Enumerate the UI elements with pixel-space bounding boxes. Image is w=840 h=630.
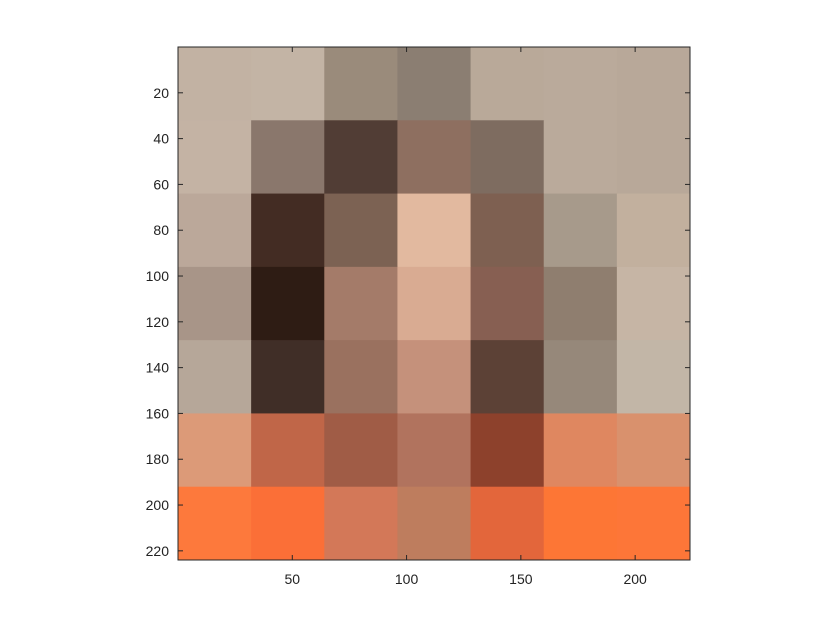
x-tick-label: 200 — [623, 571, 647, 587]
x-tick-label: 100 — [395, 571, 419, 587]
heatmap-cell-r3-c6 — [616, 266, 691, 341]
heatmap-cell-r6-c5 — [543, 486, 618, 561]
y-tick-label: 80 — [153, 222, 169, 238]
heatmap-cell-r2-c6 — [616, 193, 691, 268]
heatmap-cell-r2-c0 — [178, 193, 252, 268]
y-tick-label: 180 — [146, 451, 170, 467]
heatmap-cell-r2-c3 — [397, 193, 472, 268]
heatmap-cell-r2-c2 — [324, 193, 398, 268]
heatmap-cell-r0-c0 — [178, 47, 252, 121]
heatmap-cell-r5-c2 — [324, 413, 398, 488]
x-tick-label: 150 — [509, 571, 533, 587]
heatmap-cell-r3-c4 — [470, 266, 545, 341]
heatmap-cell-r1-c1 — [251, 120, 325, 195]
heatmap-cell-r0-c3 — [397, 47, 472, 121]
heatmap-cell-r0-c5 — [543, 47, 618, 121]
heatmap-cell-r3-c3 — [397, 266, 472, 341]
heatmap-cell-r3-c1 — [251, 266, 325, 341]
y-tick-label: 120 — [146, 314, 170, 330]
heatmap-cell-r5-c6 — [616, 413, 691, 488]
heatmap-cell-r4-c4 — [470, 340, 545, 414]
heatmap-cell-r0-c1 — [251, 47, 325, 121]
y-axis: 20 40 60 80 100 120 140 160 180 200 220 — [146, 85, 690, 559]
heatmap-cell-r6-c3 — [397, 486, 472, 561]
heatmap-cell-r6-c4 — [470, 486, 545, 561]
heatmap-cell-r5-c1 — [251, 413, 325, 488]
heatmap-cell-r1-c3 — [397, 120, 472, 195]
heatmap-cells — [178, 47, 691, 561]
x-axis: 50 100 150 200 — [284, 47, 647, 587]
heatmap-cell-r3-c0 — [178, 266, 252, 341]
heatmap-cell-r0-c4 — [470, 47, 545, 121]
y-tick-label: 160 — [146, 405, 170, 421]
y-tick-label: 140 — [146, 360, 170, 376]
heatmap-cell-r4-c0 — [178, 340, 252, 414]
heatmap-cell-r4-c6 — [616, 340, 691, 414]
heatmap-cell-r4-c1 — [251, 340, 325, 414]
heatmap-cell-r5-c4 — [470, 413, 545, 488]
heatmap-cell-r4-c3 — [397, 340, 472, 414]
y-tick-label: 60 — [153, 176, 169, 192]
heatmap-cell-r0-c6 — [616, 47, 691, 121]
heatmap-cell-r1-c6 — [616, 120, 691, 195]
x-tick-label: 50 — [284, 571, 300, 587]
heatmap-cell-r3-c2 — [324, 266, 398, 341]
y-tick-label: 40 — [153, 131, 169, 147]
axes-frame — [177, 46, 691, 561]
heatmap-cell-r6-c0 — [178, 486, 252, 561]
y-tick-label: 20 — [153, 85, 169, 101]
y-tick-label: 100 — [146, 268, 170, 284]
heatmap-cell-r5-c0 — [178, 413, 252, 488]
heatmap-cell-r5-c5 — [543, 413, 618, 488]
heatmap-cell-r0-c2 — [324, 47, 398, 121]
heatmap-cell-r1-c0 — [178, 120, 252, 195]
y-tick-label: 220 — [146, 543, 170, 559]
heatmap-cell-r2-c4 — [470, 193, 545, 268]
heatmap-cell-r2-c5 — [543, 193, 618, 268]
heatmap-cell-r1-c2 — [324, 120, 398, 195]
heatmap-cell-r2-c1 — [251, 193, 325, 268]
heatmap-cell-r6-c2 — [324, 486, 398, 561]
heatmap-cell-r1-c4 — [470, 120, 545, 195]
y-tick-label: 200 — [146, 497, 170, 513]
heatmap-cell-r4-c5 — [543, 340, 618, 414]
heatmap-cell-r3-c5 — [543, 266, 618, 341]
heatmap-cell-r4-c2 — [324, 340, 398, 414]
heatmap-cell-r5-c3 — [397, 413, 472, 488]
heatmap-cell-r1-c5 — [543, 120, 618, 195]
heatmap-cell-r6-c1 — [251, 486, 325, 561]
heatmap-cell-r6-c6 — [616, 486, 691, 561]
